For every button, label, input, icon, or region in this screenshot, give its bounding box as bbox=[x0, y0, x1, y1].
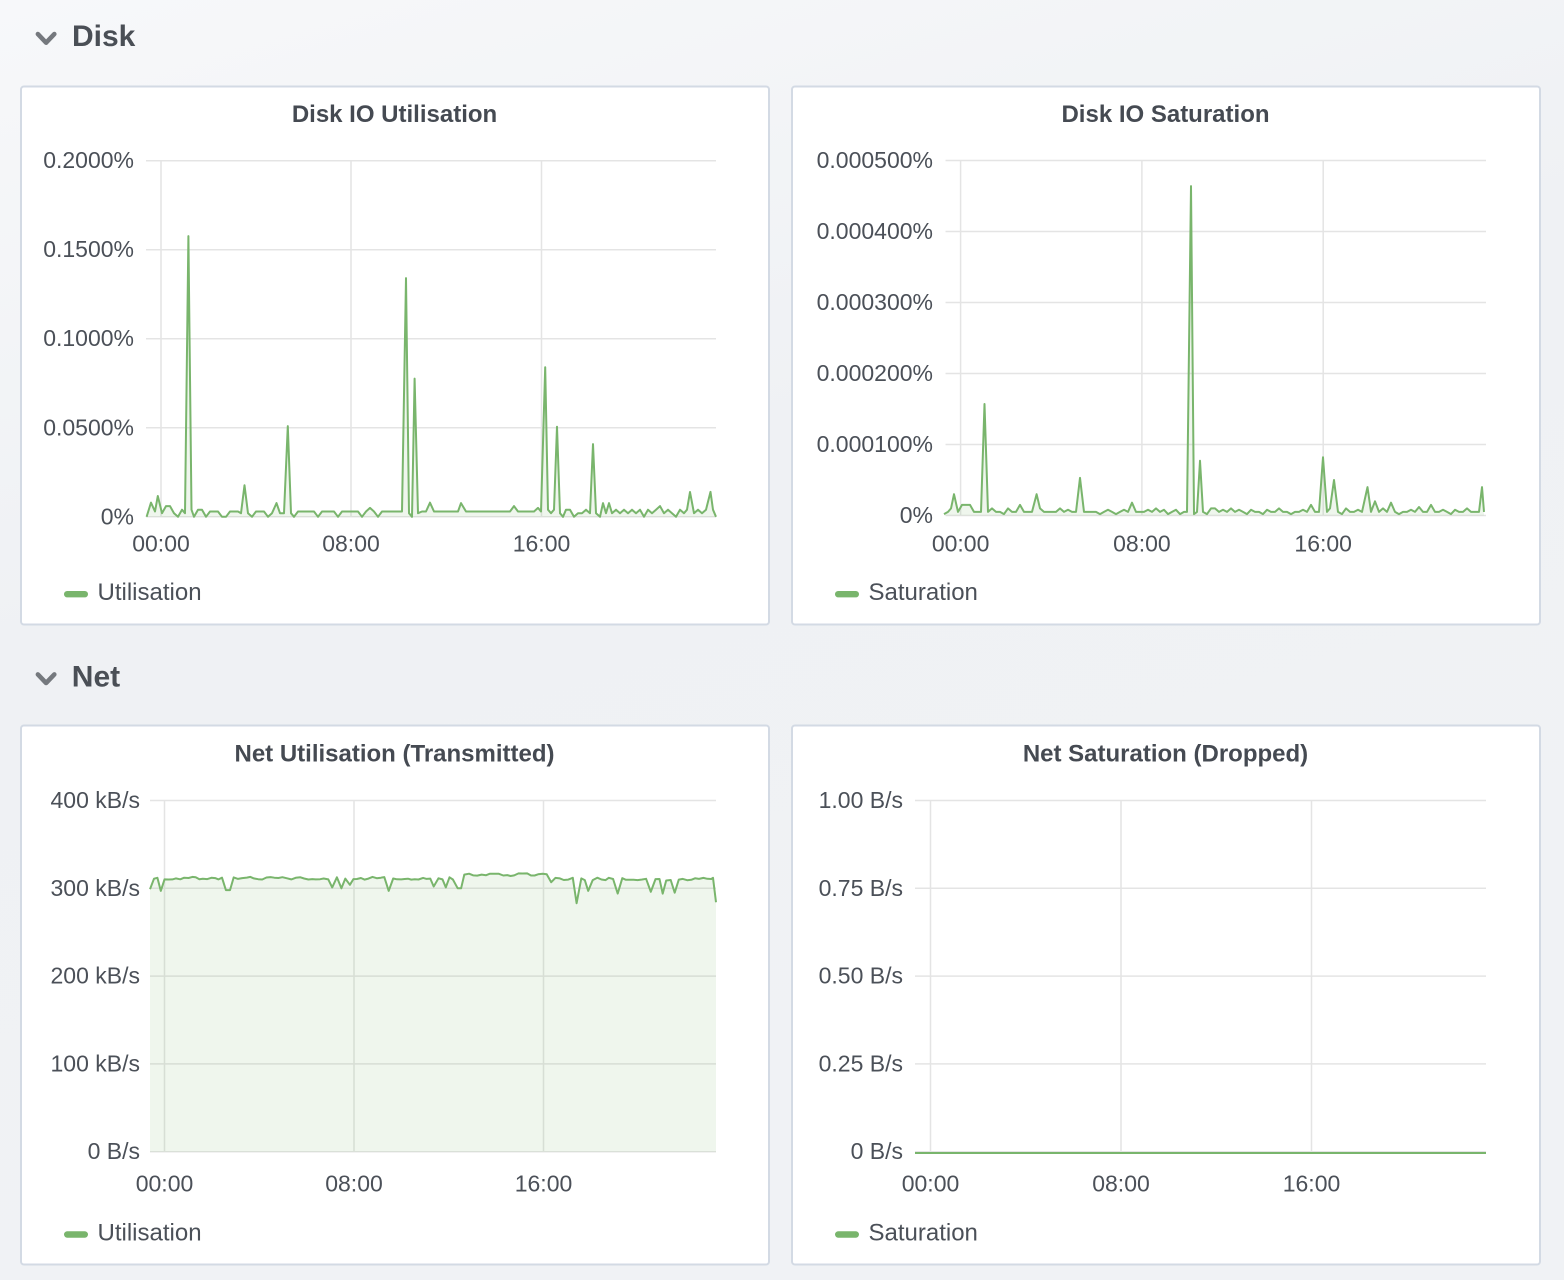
svg-text:Saturation: Saturation bbox=[869, 579, 978, 606]
svg-text:Disk IO Saturation: Disk IO Saturation bbox=[1061, 101, 1269, 128]
svg-text:Net: Net bbox=[72, 660, 120, 693]
svg-text:0.000300%: 0.000300% bbox=[817, 289, 933, 315]
svg-text:00:00: 00:00 bbox=[132, 531, 190, 557]
svg-text:400 kB/s: 400 kB/s bbox=[51, 787, 141, 813]
svg-text:0.000500%: 0.000500% bbox=[817, 147, 933, 173]
svg-text:08:00: 08:00 bbox=[322, 531, 380, 557]
svg-text:0 B/s: 0 B/s bbox=[851, 1138, 903, 1164]
svg-text:0 B/s: 0 B/s bbox=[88, 1138, 140, 1164]
svg-text:16:00: 16:00 bbox=[1283, 1171, 1341, 1197]
svg-text:0%: 0% bbox=[900, 502, 933, 528]
svg-text:Saturation: Saturation bbox=[869, 1219, 978, 1246]
svg-text:00:00: 00:00 bbox=[932, 531, 990, 557]
svg-text:08:00: 08:00 bbox=[325, 1171, 383, 1197]
svg-text:0.000400%: 0.000400% bbox=[817, 218, 933, 244]
svg-text:0.000200%: 0.000200% bbox=[817, 360, 933, 386]
svg-text:16:00: 16:00 bbox=[515, 1171, 573, 1197]
svg-text:Disk: Disk bbox=[72, 20, 136, 53]
svg-text:0.50 B/s: 0.50 B/s bbox=[819, 963, 903, 989]
svg-text:Utilisation: Utilisation bbox=[98, 1219, 202, 1246]
svg-text:0.2000%: 0.2000% bbox=[43, 147, 134, 173]
svg-text:0.75 B/s: 0.75 B/s bbox=[819, 875, 903, 901]
svg-text:08:00: 08:00 bbox=[1092, 1171, 1150, 1197]
svg-text:0.0500%: 0.0500% bbox=[43, 414, 134, 440]
svg-text:Disk IO Utilisation: Disk IO Utilisation bbox=[292, 101, 497, 128]
svg-text:00:00: 00:00 bbox=[136, 1171, 194, 1197]
svg-text:0.25 B/s: 0.25 B/s bbox=[819, 1050, 903, 1076]
svg-text:16:00: 16:00 bbox=[513, 531, 571, 557]
svg-text:0.000100%: 0.000100% bbox=[817, 431, 933, 457]
svg-text:1.00 B/s: 1.00 B/s bbox=[819, 787, 903, 813]
svg-text:100 kB/s: 100 kB/s bbox=[51, 1050, 141, 1076]
svg-text:200 kB/s: 200 kB/s bbox=[51, 963, 141, 989]
svg-text:0.1500%: 0.1500% bbox=[43, 236, 134, 262]
svg-text:300 kB/s: 300 kB/s bbox=[51, 875, 141, 901]
svg-text:Net Utilisation (Transmitted): Net Utilisation (Transmitted) bbox=[234, 741, 554, 768]
svg-text:08:00: 08:00 bbox=[1113, 531, 1171, 557]
svg-text:Utilisation: Utilisation bbox=[98, 579, 202, 606]
svg-text:Net Saturation (Dropped): Net Saturation (Dropped) bbox=[1023, 741, 1308, 768]
svg-text:0.1000%: 0.1000% bbox=[43, 325, 134, 351]
svg-text:00:00: 00:00 bbox=[902, 1171, 960, 1197]
svg-text:0%: 0% bbox=[101, 503, 134, 529]
svg-text:16:00: 16:00 bbox=[1294, 531, 1352, 557]
